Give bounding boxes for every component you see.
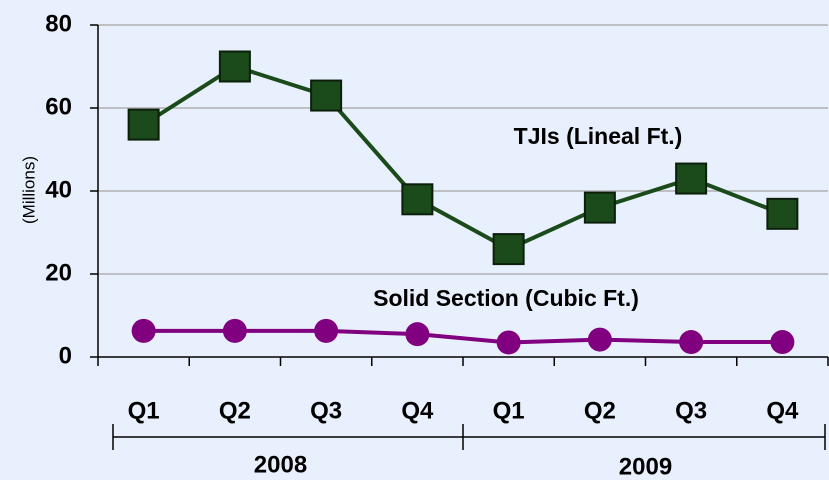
marker [492,233,525,266]
marker [131,318,156,343]
group-label: 2009 [619,453,672,480]
marker [405,322,430,347]
y-tick-label: 60 [45,93,72,120]
x-tick-label: Q2 [584,397,616,424]
group-label: 2008 [254,451,307,478]
x-tick-label: Q1 [128,397,160,424]
marker [222,318,247,343]
marker [679,330,704,355]
marker [314,318,339,343]
y-tick-label: 0 [59,342,72,369]
x-tick-label: Q4 [766,397,799,424]
x-tick-label: Q3 [675,397,707,424]
marker [401,183,434,216]
series-annotation: TJIs (Lineal Ft.) [514,123,683,149]
marker [310,79,343,112]
series-annotation: Solid Section (Cubic Ft.) [373,285,639,311]
y-tick-label: 80 [45,10,72,37]
x-tick-label: Q4 [401,397,434,424]
marker [583,191,616,224]
marker [587,327,612,352]
x-tick-label: Q2 [219,397,251,424]
marker [770,330,795,355]
marker [496,330,521,355]
y-tick-label: 40 [45,176,72,203]
marker [766,197,799,230]
marker [218,50,251,83]
y-axis-label: (Millions) [19,156,38,224]
marker [127,108,160,141]
series-line [143,328,783,345]
x-tick-label: Q3 [310,397,342,424]
marker [675,162,708,195]
y-tick-label: 20 [45,259,72,286]
x-tick-label: Q1 [493,397,525,424]
